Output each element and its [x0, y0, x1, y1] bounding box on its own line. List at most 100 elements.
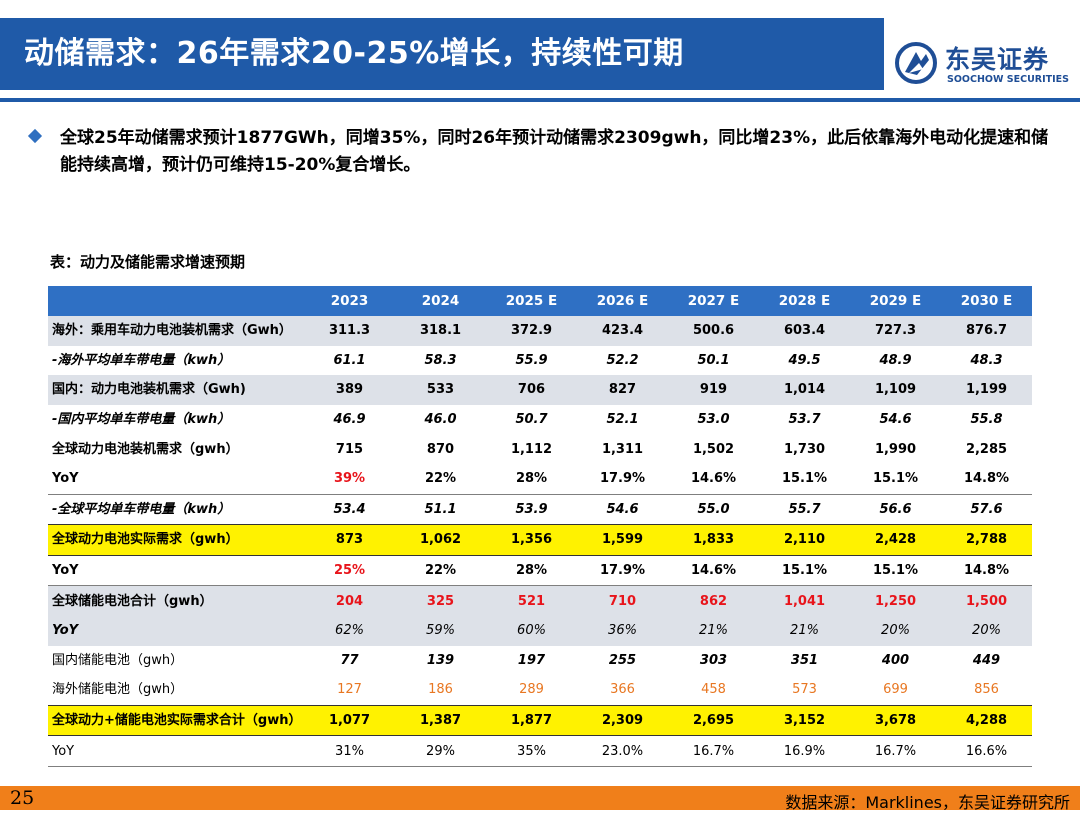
table-cell: 400 — [881, 652, 910, 668]
table-cell: 50.1 — [697, 352, 730, 368]
summary-text: 全球25年动储需求预计1877GWh，同增35%，同时26年预计动储需求2309… — [60, 128, 1049, 175]
table-cell: 1,250 — [850, 585, 941, 616]
table-cell: 521 — [486, 585, 577, 616]
table-cell: 28% — [515, 563, 548, 579]
table-cell: 54.6 — [879, 412, 912, 428]
table-cell: 46.9 — [333, 412, 366, 428]
table-cell: 1,990 — [874, 441, 917, 457]
table-cell: 2,285 — [965, 441, 1008, 457]
table-cell: 1,356 — [486, 524, 577, 556]
table-cell: 603.4 — [759, 316, 850, 346]
table-cell: 21% — [759, 615, 850, 646]
table-cell: 57.6 — [941, 493, 1032, 525]
table-cell: 827 — [577, 375, 668, 405]
row-label: -海外平均单车带电量（kwh） — [52, 352, 231, 368]
table-row: YoY 62% 59% 60% 36% 21% 21% 20% 20% — [48, 615, 1032, 646]
table-cell: 14.6% — [690, 471, 737, 487]
table-cell: 21% — [668, 615, 759, 646]
table-cell: 423.4 — [577, 316, 668, 346]
table-cell: 50.7 — [515, 412, 548, 428]
diamond-bullet-icon — [27, 128, 43, 144]
table-cell: 53.0 — [697, 412, 730, 428]
table-cell: 35% — [486, 735, 577, 767]
table-cell: 55.9 — [515, 352, 548, 368]
table-row: 国内储能电池（gwh） 77 139 197 255 303 351 400 4… — [48, 646, 1032, 676]
table-cell: 52.1 — [606, 412, 639, 428]
table-cell: 2,695 — [668, 704, 759, 737]
title-bar — [0, 18, 884, 90]
table-cell: 20% — [850, 615, 941, 646]
logo-english-name: SOOCHOW SECURITIES — [947, 74, 1069, 85]
table-row: YoY 39% 22% 28% 17.9% 14.6% 15.1% 15.1% … — [48, 464, 1032, 494]
table-cell: 1,062 — [395, 524, 486, 556]
table-cell: 58.3 — [424, 352, 457, 368]
table-cell: 727.3 — [850, 316, 941, 346]
table-cell: 55.0 — [668, 493, 759, 525]
row-label: 全球动力电池装机需求（gwh） — [52, 441, 239, 457]
header-cell-blank — [48, 286, 304, 316]
row-label: 海外储能电池（gwh） — [52, 682, 184, 698]
table-cell: 311.3 — [304, 316, 395, 346]
summary-bullet: 全球25年动储需求预计1877GWh，同增35%，同时26年预计动储需求2309… — [24, 125, 1064, 179]
table-cell: 1,041 — [759, 585, 850, 616]
table-row: 全球储能电池合计（gwh） 204 325 521 710 862 1,041 … — [48, 585, 1032, 616]
table-cell: 1,387 — [395, 704, 486, 737]
row-label: YoY — [52, 563, 79, 579]
footer-bar — [0, 786, 1080, 810]
page-title: 动储需求：26年需求20-25%增长，持续性可期 — [24, 36, 684, 71]
table-cell: 49.5 — [788, 352, 821, 368]
table-cell: 1,877 — [486, 704, 577, 737]
table-cell: 449 — [972, 652, 1001, 668]
table-cell: 325 — [395, 585, 486, 616]
table-cell: 15.1% — [872, 563, 919, 579]
table-cell: 533 — [395, 375, 486, 405]
table-cell: 500.6 — [668, 316, 759, 346]
table-cell: 53.4 — [304, 493, 395, 525]
header-cell: 2030 E — [941, 286, 1032, 316]
table-cell: 1,311 — [601, 441, 644, 457]
company-logo: 东吴证券 SOOCHOW SECURITIES — [895, 38, 1070, 94]
table-cell: 856 — [974, 682, 999, 698]
table-cell: 873 — [304, 524, 395, 556]
table-row: YoY 31% 29% 35% 23.0% 16.7% 16.9% 16.7% … — [48, 735, 1032, 767]
table-cell: 16.7% — [850, 735, 941, 767]
table-header-row: 2023 2024 2025 E 2026 E 2027 E 2028 E 20… — [48, 286, 1032, 316]
table-cell: 2,309 — [577, 704, 668, 737]
table-cell: 48.9 — [879, 352, 912, 368]
table-cell: 29% — [395, 735, 486, 767]
row-label: 全球动力+储能电池实际需求合计（gwh） — [48, 704, 304, 737]
logo-chinese-name: 东吴证券 — [945, 45, 1050, 74]
table-cell: 25% — [333, 563, 366, 579]
table-cell: 17.9% — [599, 563, 646, 579]
table-cell: 53.7 — [788, 412, 821, 428]
table-row-highlighted: 全球动力+储能电池实际需求合计（gwh） 1,077 1,387 1,877 2… — [48, 704, 1032, 737]
demand-forecast-table: 2023 2024 2025 E 2026 E 2027 E 2028 E 20… — [48, 286, 1032, 767]
table-cell: 36% — [577, 615, 668, 646]
table-cell: 318.1 — [395, 316, 486, 346]
header-cell: 2028 E — [759, 286, 850, 316]
table-cell: 3,152 — [759, 704, 850, 737]
table-row: 海外：乘用车动力电池装机需求（Gwh） 311.3 318.1 372.9 42… — [48, 316, 1032, 346]
table-row: -海外平均单车带电量（kwh） 61.1 58.3 55.9 52.2 50.1… — [48, 346, 1032, 376]
table-row: 全球动力电池装机需求（gwh） 715 870 1,112 1,311 1,50… — [48, 434, 1032, 464]
row-label: 国内储能电池（gwh） — [52, 652, 184, 668]
table-cell: 39% — [333, 471, 366, 487]
soochow-logo-icon — [895, 42, 937, 84]
table-cell: 2,788 — [941, 524, 1032, 556]
table-cell: 2,428 — [850, 524, 941, 556]
table-cell: 28% — [515, 471, 548, 487]
table-cell: 303 — [699, 652, 728, 668]
table-cell: 16.7% — [668, 735, 759, 767]
table-cell: 17.9% — [599, 471, 646, 487]
row-label: -全球平均单车带电量（kwh） — [48, 493, 304, 525]
table-cell: 14.8% — [963, 471, 1010, 487]
table-cell: 16.6% — [941, 735, 1032, 767]
table-cell: 61.1 — [333, 352, 366, 368]
table-cell: 55.7 — [759, 493, 850, 525]
table-cell: 14.6% — [690, 563, 737, 579]
table-cell: 15.1% — [781, 563, 828, 579]
table-cell: 1,502 — [692, 441, 735, 457]
row-label: 全球动力电池实际需求（gwh） — [48, 524, 304, 556]
table-cell: 52.2 — [606, 352, 639, 368]
table-cell: 16.9% — [759, 735, 850, 767]
